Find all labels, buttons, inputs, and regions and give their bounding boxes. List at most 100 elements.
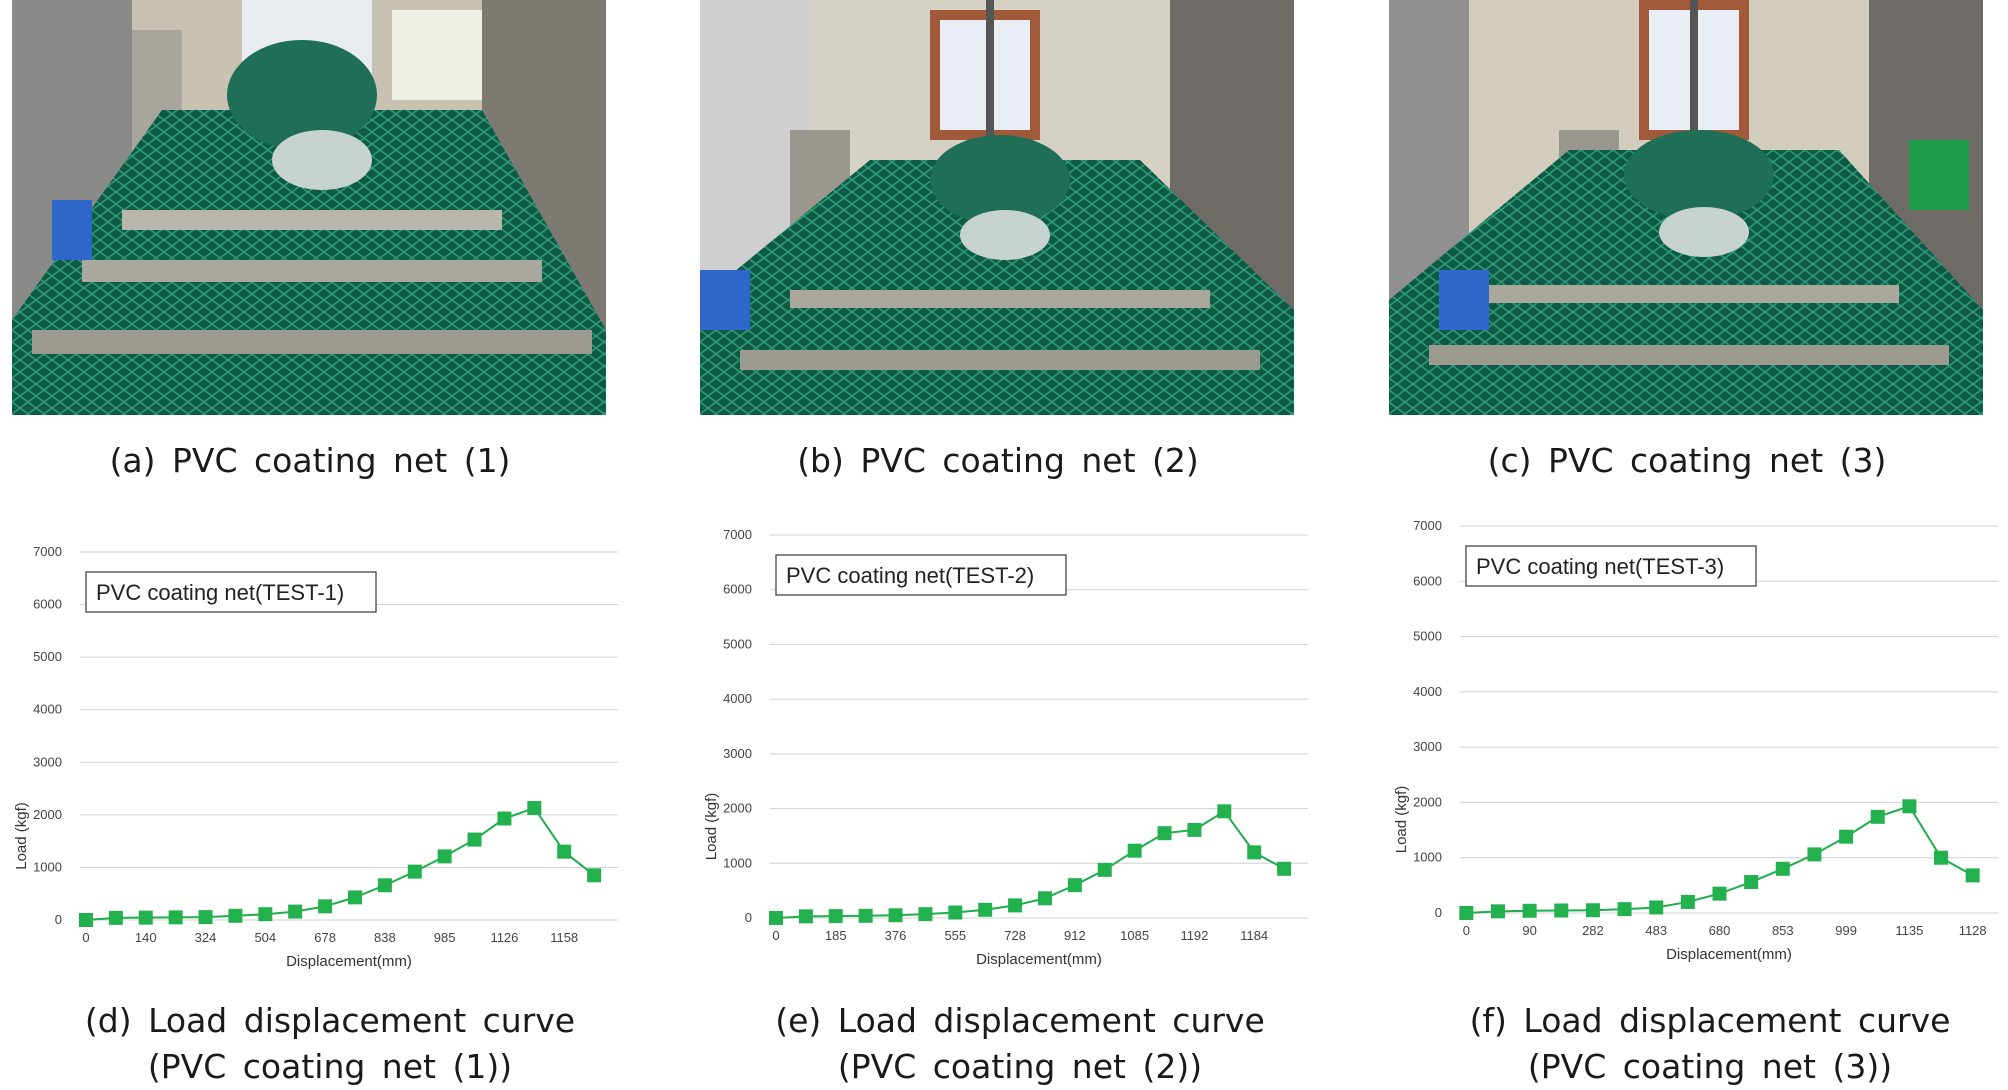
x-tick-label: 985: [434, 930, 456, 945]
photo-pvc-net-3: [1389, 0, 1983, 415]
caption-photo-c: (c) PVC coating net (3): [1487, 441, 1887, 480]
y-tick-label: 6000: [723, 582, 752, 597]
y-tick-label: 5000: [1413, 629, 1442, 644]
data-point: [1217, 804, 1232, 819]
x-tick-label: 0: [1463, 923, 1470, 938]
x-tick-label: 376: [885, 928, 907, 943]
series-line: [775, 809, 1285, 919]
y-tick-label: 4000: [33, 702, 62, 717]
x-tick-label: 324: [195, 930, 217, 945]
y-tick-label: 4000: [1413, 684, 1442, 699]
chart-test-1: 0 1000 2000 3000 4000 5000 6000 7000 0 140 324 504 6…: [0, 540, 640, 980]
data-point: [437, 849, 452, 864]
data-point: [1127, 843, 1142, 858]
photo-pvc-net-3-image: [1389, 0, 1983, 415]
x-tick-label: 678: [314, 930, 336, 945]
data-point: [828, 909, 843, 924]
x-tick-label: 912: [1064, 928, 1086, 943]
data-point: [1649, 900, 1664, 915]
data-point: [1870, 809, 1885, 824]
data-point: [527, 801, 542, 816]
y-tick-label: 1000: [1413, 850, 1442, 865]
data-point: [948, 905, 963, 920]
y-tick-label: 7000: [33, 544, 62, 559]
x-axis-title: Displacement(mm): [286, 953, 412, 970]
data-point: [1934, 850, 1949, 865]
data-point: [1775, 861, 1790, 876]
x-tick-label: 1135: [1895, 923, 1923, 938]
data-point: [1554, 903, 1569, 918]
data-point: [1744, 875, 1759, 890]
x-tick-label: 680: [1709, 923, 1731, 938]
x-tick-label: 282: [1582, 923, 1604, 938]
y-axis-title: Load (kgf): [13, 802, 30, 870]
y-tick-label: 1000: [33, 859, 62, 874]
caption-chart-f-line1: (f) Load displacement curve: [1469, 1001, 1951, 1040]
data-point: [918, 907, 933, 922]
legend-title: PVC coating net(TEST-2): [786, 563, 1034, 588]
x-axis-title: Displacement(mm): [976, 951, 1102, 968]
data-point: [467, 832, 482, 847]
x-tick-label: 728: [1004, 928, 1026, 943]
legend-title: PVC coating net(TEST-1): [96, 580, 344, 605]
legend-box: [1465, 545, 1757, 587]
data-point: [978, 902, 993, 917]
data-point: [1247, 845, 1262, 860]
x-tick-label: 838: [374, 930, 396, 945]
data-point: [1277, 861, 1292, 876]
y-tick-label: 1000: [723, 855, 752, 870]
data-point: [258, 907, 273, 922]
data-point: [1902, 799, 1917, 814]
x-tick-label: 504: [254, 930, 276, 945]
y-tick-label: 6000: [1413, 573, 1442, 588]
data-point: [768, 911, 783, 925]
caption-chart-e-line2: (PVC coating net (2)): [837, 1047, 1203, 1086]
data-point: [1008, 898, 1023, 913]
x-tick-label: 140: [135, 930, 157, 945]
data-point: [1807, 847, 1822, 862]
y-tick-label: 5000: [723, 636, 752, 651]
photo-pvc-net-2: [700, 0, 1294, 415]
chart-test-2-svg: 0 1000 2000 3000 4000 5000 6000 7000 0 185 376 555 7…: [703, 527, 1308, 968]
caption-chart-e-line1: (e) Load displacement curve: [775, 1001, 1265, 1040]
data-point: [1712, 886, 1727, 901]
y-tick-label: 3000: [1413, 739, 1442, 754]
photo-pvc-net-1-image: [12, 0, 606, 415]
y-tick-label: 2000: [33, 807, 62, 822]
data-point: [138, 910, 153, 925]
y-tick-label: 0: [1435, 905, 1442, 920]
x-tick-label: 853: [1772, 923, 1794, 938]
data-point: [587, 868, 602, 883]
series-line: [85, 806, 595, 921]
data-point: [1680, 894, 1695, 909]
data-point: [228, 908, 243, 923]
y-tick-label: 3000: [723, 746, 752, 761]
y-tick-label: 2000: [1413, 794, 1442, 809]
data-point: [198, 910, 213, 925]
y-axis-title: Load (kgf): [703, 793, 720, 861]
data-point: [377, 878, 392, 893]
data-point: [1187, 822, 1202, 837]
legend-title: PVC coating net(TEST-3): [1476, 554, 1724, 579]
x-tick-label: 1192: [1180, 928, 1208, 943]
chart-test-3: 0 1000 2000 3000 4000 5000 6000 7000 0 90 282 483 68…: [1380, 514, 2008, 963]
x-axis-title: Displacement(mm): [1666, 946, 1792, 963]
data-point: [1157, 826, 1172, 841]
data-point: [1459, 906, 1474, 920]
x-tick-label: 0: [82, 930, 89, 945]
data-point: [798, 909, 813, 924]
y-axis-title: Load (kgf): [1393, 786, 1410, 854]
caption-chart-f-line2: (PVC coating net (3)): [1527, 1047, 1893, 1086]
data-point: [1965, 868, 1980, 883]
data-point: [347, 890, 362, 905]
y-tick-label: 3000: [33, 754, 62, 769]
data-point: [1585, 903, 1600, 918]
y-tick-label: 4000: [723, 691, 752, 706]
data-point: [318, 899, 333, 914]
y-tick-label: 0: [745, 910, 752, 925]
data-point: [168, 910, 183, 925]
data-point: [858, 908, 873, 923]
y-tick-label: 6000: [33, 597, 62, 612]
legend-box: [775, 554, 1067, 596]
data-point: [1617, 902, 1632, 917]
